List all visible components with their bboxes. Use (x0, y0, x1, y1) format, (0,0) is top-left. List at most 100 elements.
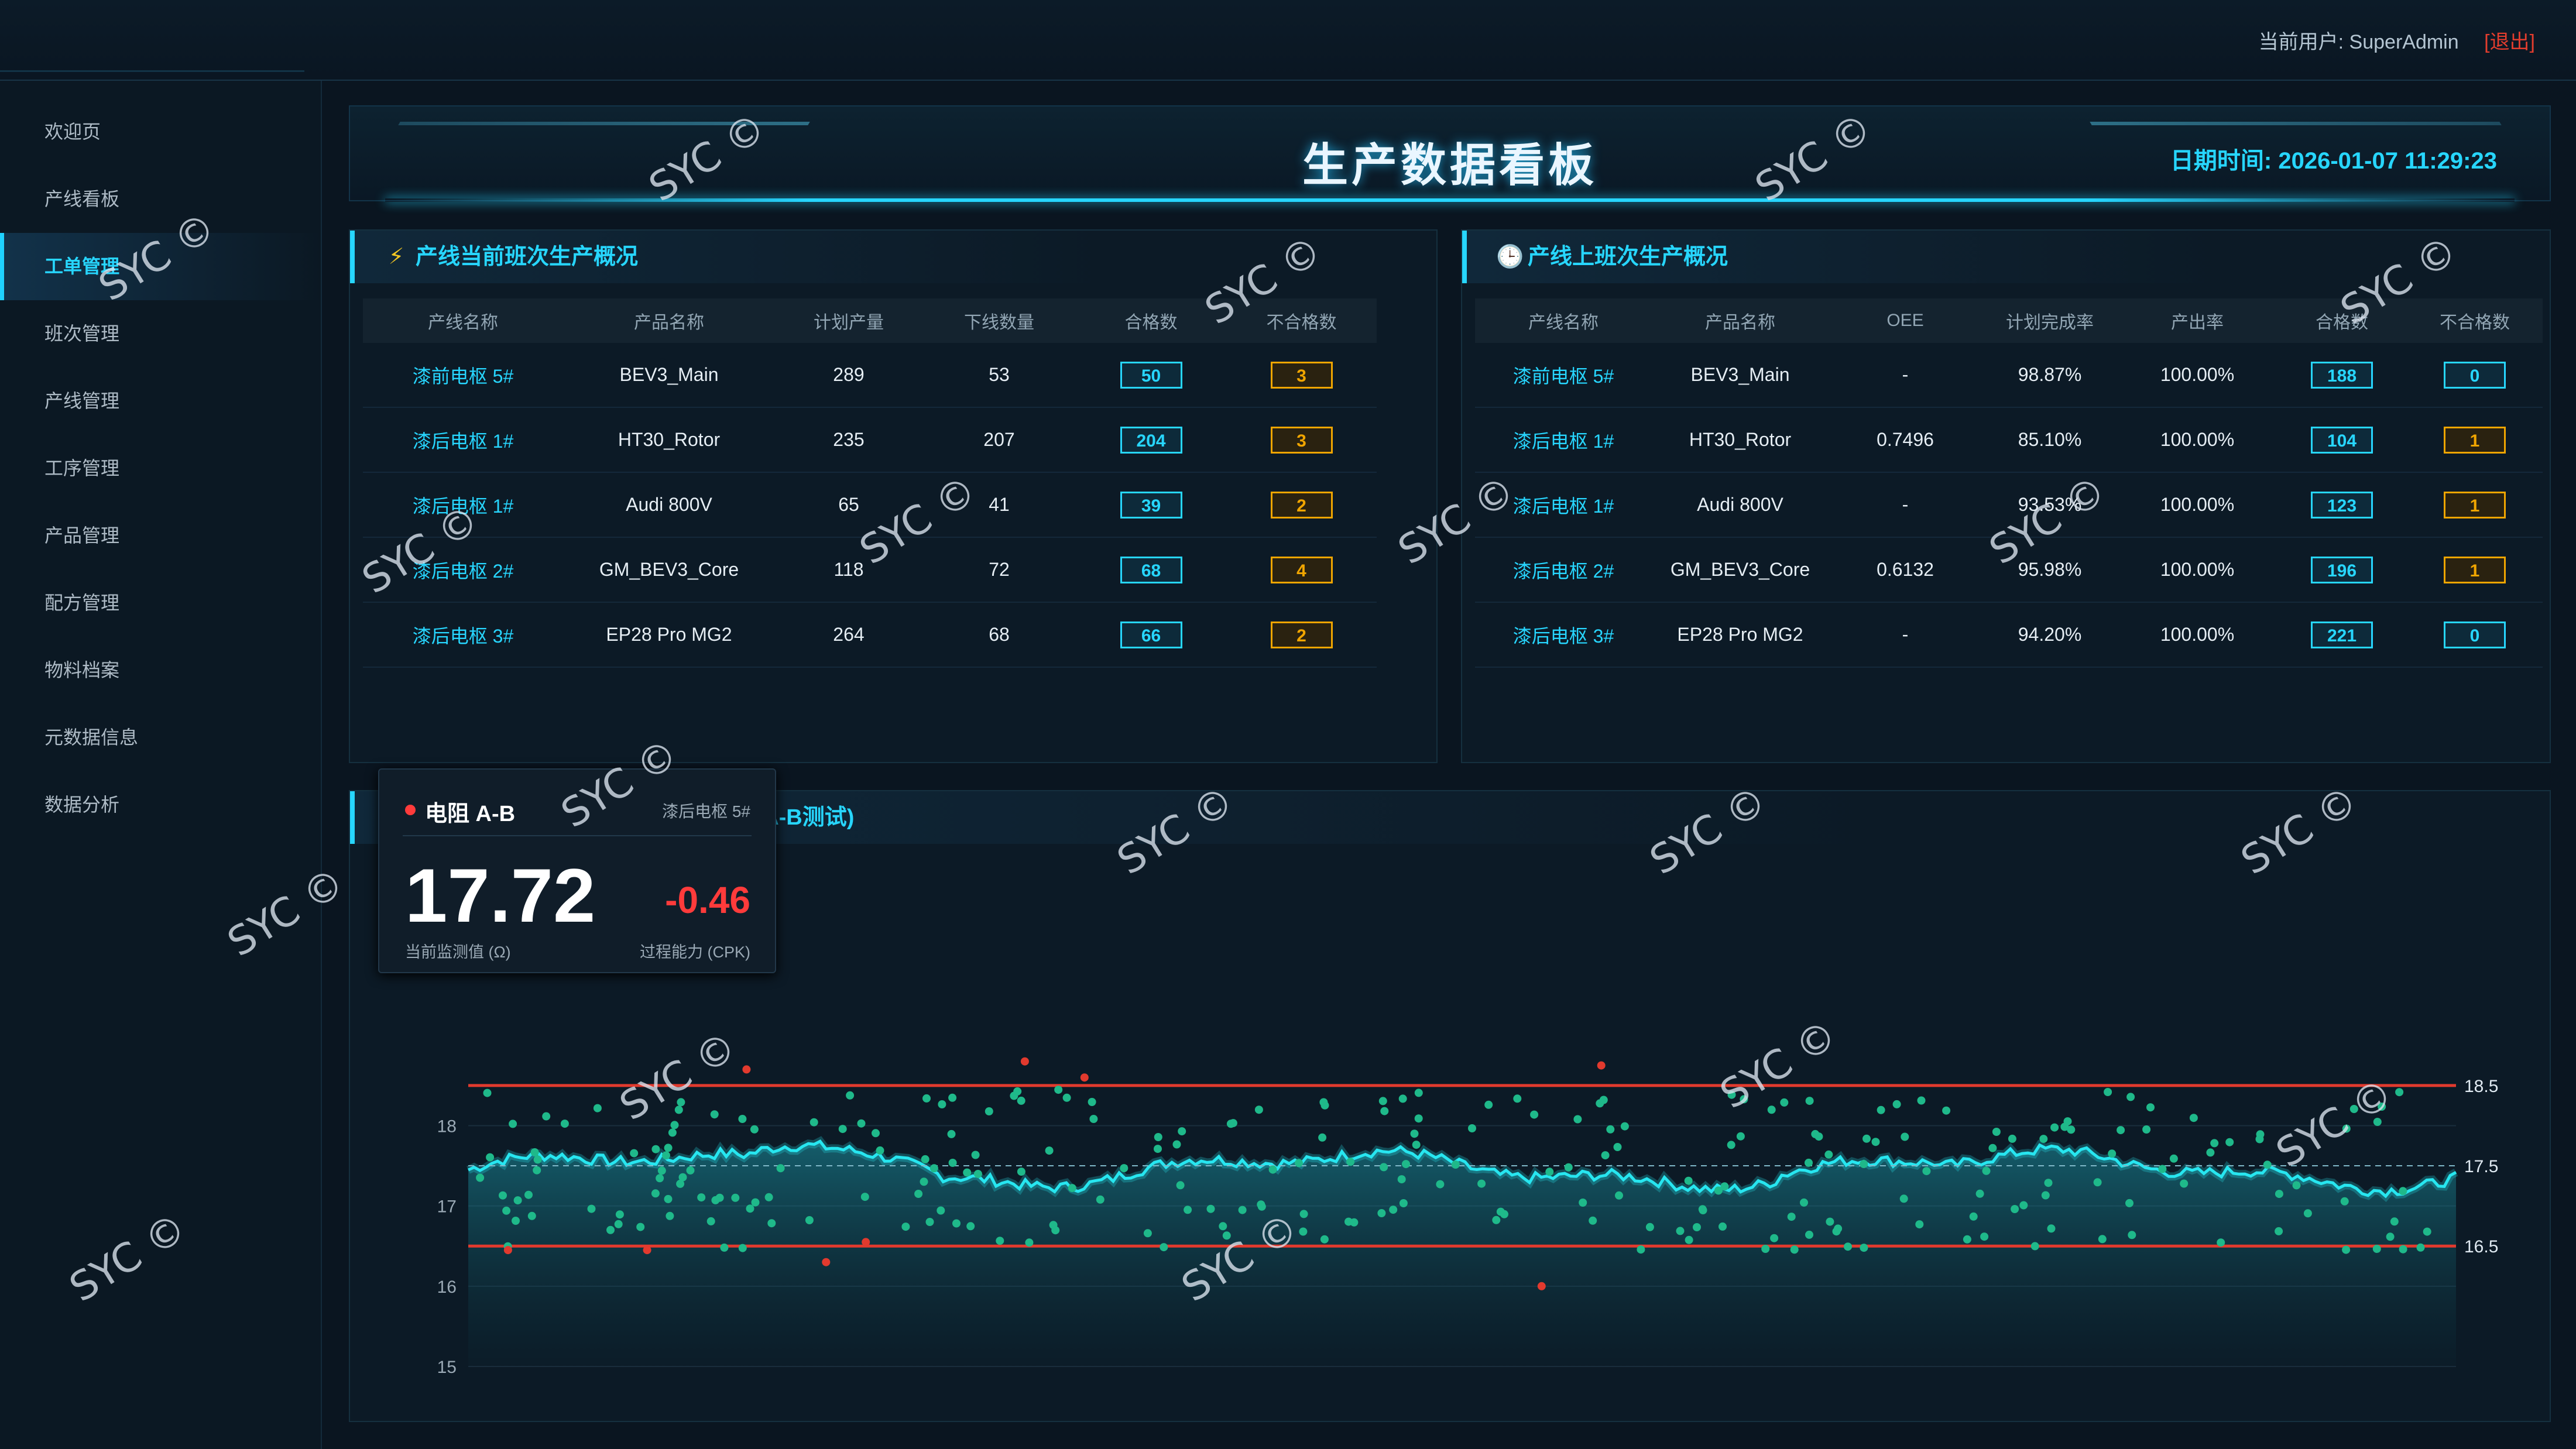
line-name-cell[interactable]: 漆后电枢 2# (363, 537, 563, 603)
sidebar-item-1[interactable]: 产线看板 (44, 188, 120, 210)
sidebar-item-2[interactable]: 工单管理 (0, 233, 321, 300)
data-point (1860, 1244, 1868, 1252)
data-point (1120, 1164, 1128, 1173)
data-point (1899, 1194, 1908, 1203)
fail-count-cell: 3 (1226, 343, 1377, 408)
data-point (1780, 1098, 1789, 1107)
data-point (1860, 1160, 1868, 1168)
data-point (929, 1164, 938, 1173)
data-point (1380, 1107, 1389, 1115)
data-point (2146, 1103, 2155, 1112)
line-name-cell[interactable]: 漆后电枢 3# (1475, 602, 1652, 668)
sidebar-item-7[interactable]: 配方管理 (44, 592, 120, 613)
line-name-cell[interactable]: 漆后电枢 1# (363, 472, 563, 538)
data-point (1826, 1217, 1834, 1226)
data-point (809, 1118, 818, 1127)
data-point (1414, 1114, 1423, 1123)
data-point (2126, 1093, 2135, 1101)
data-point (1062, 1093, 1071, 1102)
table-cell: 100.00% (2118, 602, 2277, 668)
data-point (857, 1119, 866, 1128)
limit-label: 17.5 (2464, 1157, 2498, 1176)
table-row[interactable]: 漆后电枢 1# HT30_Rotor 235 207 204 3 (363, 407, 1377, 473)
table-row[interactable]: 漆后电枢 3# EP28 Pro MG2-94.20% 100.00% 221 0 (1475, 602, 2543, 668)
line-name-cell[interactable]: 漆后电枢 1# (363, 407, 563, 473)
sidebar-item-10[interactable]: 数据分析 (44, 794, 120, 815)
data-point (1877, 1105, 1885, 1114)
table-row[interactable]: 漆后电枢 2# GM_BEV3_Core 118 72 68 4 (363, 537, 1377, 603)
current-user-label: 当前用户: SuperAdmin (2258, 31, 2459, 53)
data-point (1068, 1184, 1076, 1193)
table-row[interactable]: 漆前电枢 5# BEV3_Main -98.87% 100.00% 188 0 (1475, 343, 2543, 408)
column-header: 产线名称 (1475, 298, 1652, 343)
sidebar-item-6[interactable]: 产品管理 (44, 525, 120, 546)
sidebar-item-5[interactable]: 工序管理 (44, 458, 120, 479)
data-point (2044, 1179, 2053, 1187)
data-point (805, 1216, 814, 1224)
data-point (1805, 1097, 1814, 1105)
previous-shift-panel: 🕒 产线上班次生产概况 产线名称 产品名称 OEE 计划完成率 产出率 合格数 不合格数 漆前电… (1461, 229, 2551, 763)
data-point (636, 1223, 645, 1231)
table-row[interactable]: 漆后电枢 1# HT30_Rotor 0.7496 85.10% 100.00% 104 1 (1475, 407, 2543, 473)
data-point (1414, 1089, 1423, 1097)
pass-count-cell: 221 (2277, 602, 2407, 668)
current-shift-title: 产线当前班次生产概况 (416, 245, 639, 269)
table-header-row: 产线名称 产品名称 OEE 计划完成率 产出率 合格数 不合格数 (1475, 298, 2543, 343)
data-point (1805, 1230, 1813, 1239)
y-tick-label: 18 (437, 1117, 457, 1136)
line-name-cell[interactable]: 漆后电枢 3# (363, 602, 563, 668)
data-point (901, 1223, 910, 1231)
data-point (1770, 1234, 1779, 1242)
data-point (483, 1089, 492, 1097)
data-point (1154, 1133, 1162, 1141)
fail-count-cell: 0 (2407, 343, 2543, 408)
sidebar-item-4[interactable]: 产线管理 (44, 390, 120, 411)
line-name-cell[interactable]: 漆后电枢 1# (1475, 472, 1652, 538)
table-cell: 289 (775, 343, 922, 408)
data-point (1154, 1145, 1162, 1153)
pass-count-badge: 188 (2311, 361, 2373, 389)
metric-divider (403, 835, 752, 836)
column-header: 计划完成率 (1982, 298, 2118, 343)
data-point (710, 1110, 719, 1119)
data-point (751, 1198, 760, 1207)
header-glow-line (385, 198, 2515, 202)
sidebar-item-0[interactable]: 欢迎页 (44, 121, 101, 142)
data-point (615, 1210, 624, 1219)
data-point (1767, 1105, 1776, 1114)
data-point (1257, 1202, 1266, 1211)
data-point (509, 1120, 517, 1128)
line-name-cell[interactable]: 漆前电枢 5# (363, 343, 563, 408)
sidebar-item-9[interactable]: 元数据信息 (44, 727, 139, 748)
table-row[interactable]: 漆后电枢 1# Audi 800V -93.53% 100.00% 123 1 (1475, 472, 2543, 538)
pass-count-cell: 104 (2277, 407, 2407, 473)
table-row[interactable]: 漆后电枢 2# GM_BEV3_Core 0.6132 95.98% 100.00% 19… (1475, 537, 2543, 603)
line-name-cell[interactable]: 漆后电枢 1# (1475, 407, 1652, 473)
previous-shift-header: 🕒 产线上班次生产概况 (1462, 231, 2550, 283)
data-point (996, 1237, 1004, 1245)
data-point (476, 1173, 485, 1182)
data-point (1727, 1090, 1736, 1099)
data-point (1143, 1229, 1152, 1238)
data-point (2169, 1154, 2178, 1163)
table-cell: 0.7496 (1829, 407, 1982, 473)
table-row[interactable]: 漆前电枢 5# BEV3_Main 289 53 50 3 (363, 343, 1377, 408)
line-name-cell[interactable]: 漆后电枢 2# (1475, 537, 1652, 603)
data-point (764, 1193, 773, 1201)
table-cell: - (1829, 472, 1982, 538)
table-row[interactable]: 漆后电枢 1# Audi 800V 65 41 39 2 (363, 472, 1377, 538)
table-row[interactable]: 漆后电枢 3# EP28 Pro MG2 264 68 66 2 (363, 602, 1377, 668)
sidebar-item-3[interactable]: 班次管理 (44, 323, 120, 344)
sidebar-item-8[interactable]: 物料档案 (44, 660, 120, 681)
current-shift-table: 产线名称 产品名称 计划产量 下线数量 合格数 不合格数 漆前电枢 5# BEV3_Main 2… (363, 298, 1377, 668)
data-point (1579, 1199, 1587, 1207)
metric-card: 电阻 A-B 漆后电枢 5# 17.72 -0.46 当前监测值 (Ω) 过程能… (378, 768, 776, 973)
column-header: 计划产量 (775, 298, 922, 343)
data-point (776, 1164, 785, 1173)
logout-link[interactable]: [退出] (2484, 31, 2535, 53)
data-point (2292, 1181, 2301, 1190)
pass-count-cell: 204 (1076, 407, 1226, 473)
data-point (1901, 1132, 1909, 1141)
line-name-cell[interactable]: 漆前电枢 5# (1475, 343, 1652, 408)
out-of-spec-point (822, 1258, 831, 1266)
